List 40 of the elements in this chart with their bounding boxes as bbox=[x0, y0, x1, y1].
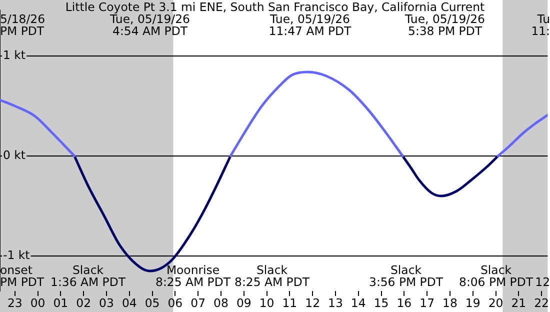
x-tick-label: 06 bbox=[168, 296, 183, 310]
y-tick-label: 0 kt bbox=[3, 148, 26, 162]
x-tick-label: 17 bbox=[420, 296, 435, 310]
x-tick-label: 04 bbox=[122, 296, 137, 310]
x-tick-label: 02 bbox=[76, 296, 92, 310]
x-tick-label: 15 bbox=[374, 296, 389, 310]
x-tick-label: 12 bbox=[305, 296, 320, 310]
y-tick-label: -1 kt bbox=[3, 248, 30, 262]
x-tick-label: 07 bbox=[190, 296, 206, 310]
chart-title: Little Coyote Pt 3.1 mi ENE, South San Francisco Bay, California Current bbox=[65, 0, 486, 14]
x-tick-label: 23 bbox=[7, 296, 22, 310]
x-tick-label: 09 bbox=[236, 296, 252, 310]
annotation: Slack 8:06 PM PDT bbox=[459, 262, 534, 289]
annotation: onset PM PDT bbox=[0, 262, 45, 289]
x-tick-label: 13 bbox=[328, 296, 343, 310]
x-tick-label: 11 bbox=[282, 296, 298, 310]
x-tick-label: 10 bbox=[259, 296, 274, 310]
x-tick-label: 14 bbox=[350, 296, 366, 310]
x-tick-label: 01 bbox=[53, 296, 68, 310]
x-tick-label: 16 bbox=[396, 296, 412, 310]
annotation: Slack 1:36 AM PDT bbox=[50, 262, 126, 289]
x-tick-label: 18 bbox=[442, 296, 458, 310]
annotation: Tue, 05/19/26 4:54 AM PDT bbox=[109, 12, 190, 38]
annotation: 12 bbox=[535, 274, 550, 289]
x-tick-label: 19 bbox=[465, 296, 480, 310]
annotation: Slack 8:25 AM PDT bbox=[234, 262, 310, 289]
y-tick-label: 1 kt bbox=[3, 48, 26, 62]
x-tick-label: 08 bbox=[214, 296, 228, 310]
annotation: Slack 3:56 PM PDT bbox=[369, 262, 444, 289]
x-tick-label: 20 bbox=[488, 296, 504, 310]
annotation: Moonrise 8:25 AM PDT bbox=[156, 262, 232, 289]
annotation: 5/18/26 PM PDT bbox=[0, 12, 46, 38]
x-tick-label: 21 bbox=[511, 296, 526, 310]
x-tick-label: 03 bbox=[99, 296, 114, 310]
x-tick-label: 05 bbox=[144, 296, 160, 310]
annotation: Tu 11: bbox=[531, 12, 550, 38]
annotation: Tue, 05/19/26 5:38 PM PDT bbox=[404, 12, 485, 38]
annotation: Tue, 05/19/26 11:47 AM PDT bbox=[268, 12, 352, 38]
x-tick-label: 22 bbox=[534, 296, 549, 310]
x-tick-label: 00 bbox=[30, 296, 46, 310]
